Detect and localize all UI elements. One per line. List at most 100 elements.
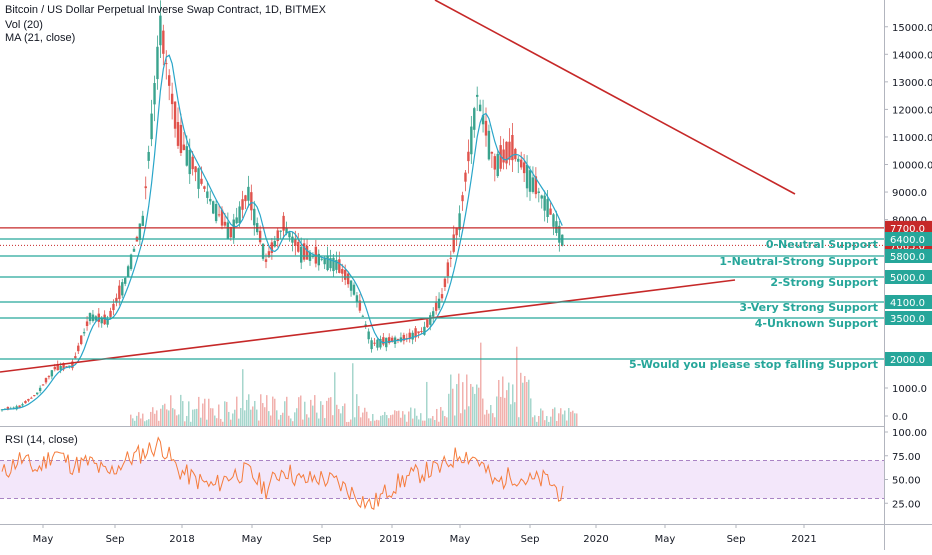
candle-body (464, 172, 467, 182)
volume-bar (206, 419, 208, 426)
volume-bar (556, 420, 558, 426)
volume-bar (316, 412, 318, 426)
volume-bar (410, 407, 412, 426)
candle-body (540, 195, 543, 199)
candle-body (121, 282, 124, 296)
volume-tick-label: 0.0 (892, 412, 908, 423)
candle-body (552, 214, 555, 227)
candle-body (197, 168, 200, 189)
volume-bar (552, 408, 554, 426)
candle-body (109, 310, 112, 317)
volume-bar (546, 416, 548, 426)
candle-body (561, 234, 564, 246)
volume-bar (432, 416, 434, 426)
volume-bar (466, 374, 468, 426)
support-level-label: 3-Very Strong Support (739, 301, 878, 314)
volume-bar (282, 412, 284, 426)
current-price-label: 7065.0 (890, 241, 925, 252)
candle-body (341, 269, 344, 274)
candle-body (323, 257, 326, 265)
support-price-badge (885, 352, 932, 366)
support-price-label: 2000.0 (890, 355, 925, 366)
volume-bar (482, 398, 484, 426)
volume-bar (178, 414, 180, 426)
volume-bar (190, 421, 192, 426)
volume-bar (256, 409, 258, 426)
candle-body (346, 273, 350, 285)
candle-body (188, 149, 191, 175)
volume-bar (234, 409, 236, 426)
volume-bar (268, 411, 270, 426)
volume-bar (148, 419, 150, 426)
volume-bar (188, 401, 190, 426)
candle-body (182, 144, 186, 151)
volume-bar (324, 418, 326, 426)
candle-body (209, 198, 212, 202)
volume-bar (528, 379, 530, 426)
candle-body (85, 321, 89, 326)
support-price-label: 5000.0 (890, 273, 925, 284)
candle-body (522, 162, 526, 174)
volume-bar (132, 418, 134, 426)
candle-body (264, 259, 268, 262)
volume-bar (430, 418, 432, 426)
volume-bar (398, 410, 400, 426)
volume-bar (468, 406, 470, 426)
rsi-tick-label: 75.00 (892, 452, 921, 463)
candle-body (373, 342, 376, 344)
volume-bar (278, 419, 280, 426)
volume-bar (454, 415, 456, 426)
price-tick-label: 11000.0 (892, 133, 932, 144)
candle-body (68, 365, 71, 367)
volume-bar (534, 415, 536, 426)
candle-body (220, 209, 224, 226)
chart-title: Bitcoin / US Dollar Perpetual Inverse Sw… (5, 4, 326, 16)
candle-body (420, 331, 423, 333)
candle-body (528, 170, 532, 192)
candle-body (244, 195, 247, 202)
volume-bar (220, 418, 222, 426)
candle-body (440, 294, 444, 299)
candle-body (77, 345, 80, 352)
volume-bar (390, 415, 392, 426)
volume-bar (392, 414, 394, 426)
volume-bar (184, 421, 186, 426)
volume-bar (574, 413, 576, 426)
candle-body (36, 392, 39, 395)
candle-body (461, 195, 464, 202)
candle-body (270, 242, 274, 253)
candle-body (379, 339, 382, 348)
price-candles (0, 0, 564, 412)
candle-body (112, 303, 115, 311)
volume-bar (354, 417, 356, 426)
candle-body (508, 141, 511, 160)
volume-bar (370, 421, 372, 426)
volume-bar (408, 411, 410, 426)
volume-bar (434, 419, 436, 426)
volume-bar (264, 407, 266, 426)
volume-bar (162, 405, 164, 426)
volume-bar (498, 379, 500, 426)
volume-bar (194, 409, 196, 426)
volume-bar (490, 405, 492, 426)
volume-bar (460, 413, 462, 426)
candle-body (18, 405, 21, 408)
candle-body (30, 397, 33, 399)
candle-body (449, 257, 452, 259)
volume-bar (242, 369, 244, 426)
candle-body (285, 227, 288, 234)
volume-bar (130, 414, 132, 426)
candle-body (229, 226, 232, 238)
candle-body (326, 255, 329, 271)
candle-body (126, 266, 130, 277)
candle-body (408, 332, 411, 340)
candle-body (549, 208, 552, 215)
volume-bar (228, 411, 230, 426)
volume-bar (368, 418, 370, 426)
candle-body (432, 311, 435, 317)
volume-bar (222, 421, 224, 426)
time-tick-label: May (242, 534, 263, 545)
volume-bar (152, 407, 154, 426)
volume-bar (568, 408, 570, 426)
candle-body (162, 30, 165, 54)
